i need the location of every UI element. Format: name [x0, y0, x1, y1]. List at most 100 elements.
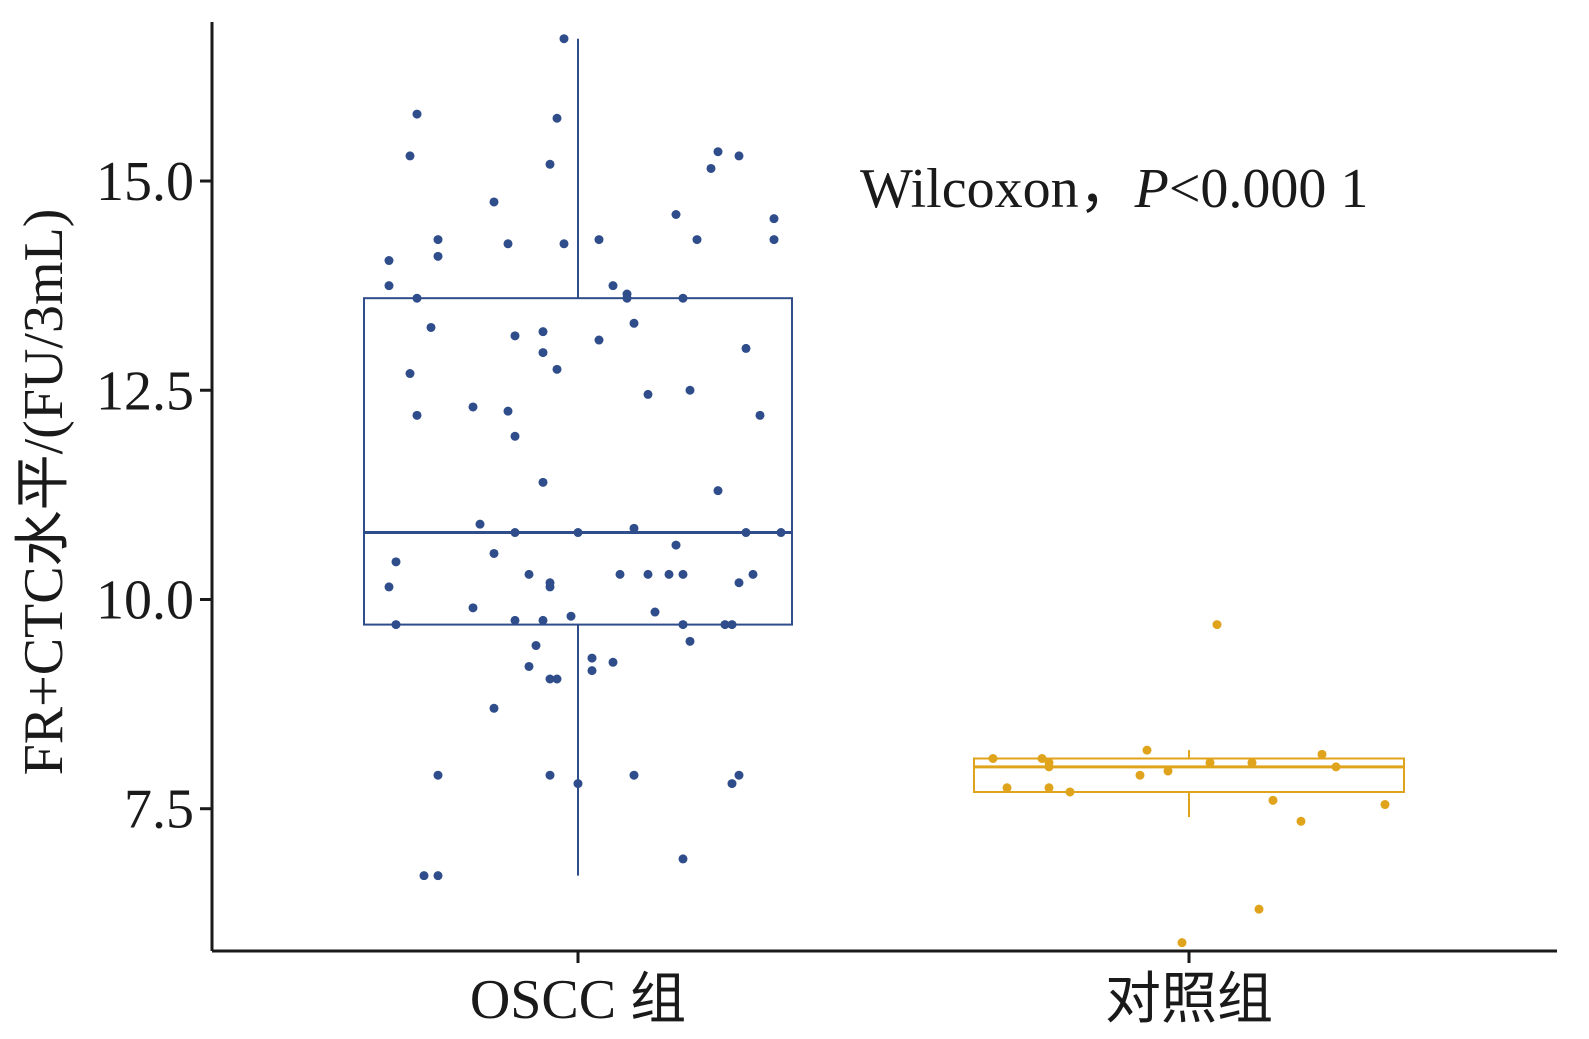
data-point	[552, 674, 562, 684]
y-tick-label: 10.0	[96, 569, 194, 631]
data-point	[734, 770, 744, 780]
annotation-p-value: <0.000 1	[1169, 158, 1369, 220]
data-point	[587, 653, 597, 663]
y-axis-label: FR+CTC水平/(FU/3mL)	[13, 209, 75, 776]
data-point	[1065, 787, 1075, 797]
data-point	[412, 293, 422, 303]
data-point	[1135, 770, 1145, 780]
y-ticks: 7.5 10.0 12.5 15.0	[96, 151, 212, 841]
data-point	[1296, 816, 1306, 826]
data-point	[405, 369, 415, 379]
data-point	[643, 569, 653, 579]
data-point	[650, 607, 660, 617]
data-point	[391, 557, 401, 567]
data-point	[988, 754, 998, 764]
data-point	[1268, 795, 1278, 805]
data-point	[433, 770, 443, 780]
data-point	[545, 582, 555, 592]
data-point	[713, 486, 723, 496]
data-point	[727, 779, 737, 789]
data-point	[1177, 938, 1187, 948]
data-point	[559, 239, 569, 249]
plot-area	[363, 34, 1405, 948]
data-point	[594, 235, 604, 245]
data-point	[559, 34, 569, 44]
data-point	[1163, 766, 1173, 776]
data-point	[608, 657, 618, 667]
data-point	[622, 293, 632, 303]
data-point	[552, 113, 562, 123]
wilcoxon-annotation: Wilcoxon，P<0.000 1	[860, 158, 1368, 220]
data-point	[545, 674, 555, 684]
data-point	[587, 666, 597, 676]
x-tick-label: OSCC 组	[470, 969, 686, 1031]
data-point	[524, 569, 534, 579]
data-point	[741, 528, 751, 538]
data-point	[475, 519, 485, 529]
data-point	[468, 402, 478, 412]
box	[973, 757, 1405, 793]
data-point	[1044, 762, 1054, 772]
data-point	[643, 389, 653, 399]
data-point	[629, 318, 639, 328]
data-point	[713, 147, 723, 157]
data-point	[573, 528, 583, 538]
data-point	[1142, 745, 1152, 755]
data-point	[692, 235, 702, 245]
data-point	[685, 636, 695, 646]
data-point	[405, 151, 415, 161]
data-point	[433, 235, 443, 245]
data-point	[678, 620, 688, 630]
data-point	[489, 548, 499, 558]
data-point	[510, 615, 520, 625]
data-point	[1044, 783, 1054, 793]
data-point	[510, 331, 520, 341]
data-point	[433, 251, 443, 261]
data-point	[1247, 758, 1257, 768]
data-point	[384, 281, 394, 291]
x-ticks: OSCC 组 对照组	[470, 951, 1273, 1031]
annotation-prefix: Wilcoxon，	[860, 158, 1135, 220]
data-point	[678, 854, 688, 864]
data-point	[384, 582, 394, 592]
data-point	[1331, 762, 1341, 772]
data-point	[426, 322, 436, 332]
data-point	[734, 151, 744, 161]
y-tick-label: 15.0	[96, 151, 194, 213]
data-point	[608, 281, 618, 291]
data-point	[573, 779, 583, 789]
y-tick-label: 12.5	[96, 360, 194, 422]
data-point	[552, 364, 562, 374]
data-point	[776, 528, 786, 538]
data-point	[629, 770, 639, 780]
data-point	[1317, 749, 1327, 759]
y-tick-label: 7.5	[124, 779, 194, 841]
data-point	[1212, 620, 1222, 630]
data-point	[1002, 783, 1012, 793]
data-point	[538, 327, 548, 337]
data-point	[510, 431, 520, 441]
data-point	[720, 620, 730, 630]
data-point	[671, 209, 681, 219]
data-point	[531, 641, 541, 651]
data-point	[545, 159, 555, 169]
data-point	[629, 523, 639, 533]
data-point	[741, 343, 751, 353]
data-point	[524, 661, 534, 671]
data-point	[755, 410, 765, 420]
data-point	[489, 197, 499, 207]
series-group	[973, 620, 1405, 948]
data-point	[594, 335, 604, 345]
data-point	[706, 163, 716, 173]
data-point	[769, 214, 779, 224]
series-group	[363, 34, 793, 881]
data-point	[391, 620, 401, 630]
data-point	[538, 477, 548, 487]
data-point	[384, 256, 394, 266]
data-point	[412, 410, 422, 420]
data-point	[468, 603, 478, 613]
data-point	[566, 611, 576, 621]
data-point	[503, 406, 513, 416]
data-point	[678, 293, 688, 303]
data-point	[1380, 800, 1390, 810]
